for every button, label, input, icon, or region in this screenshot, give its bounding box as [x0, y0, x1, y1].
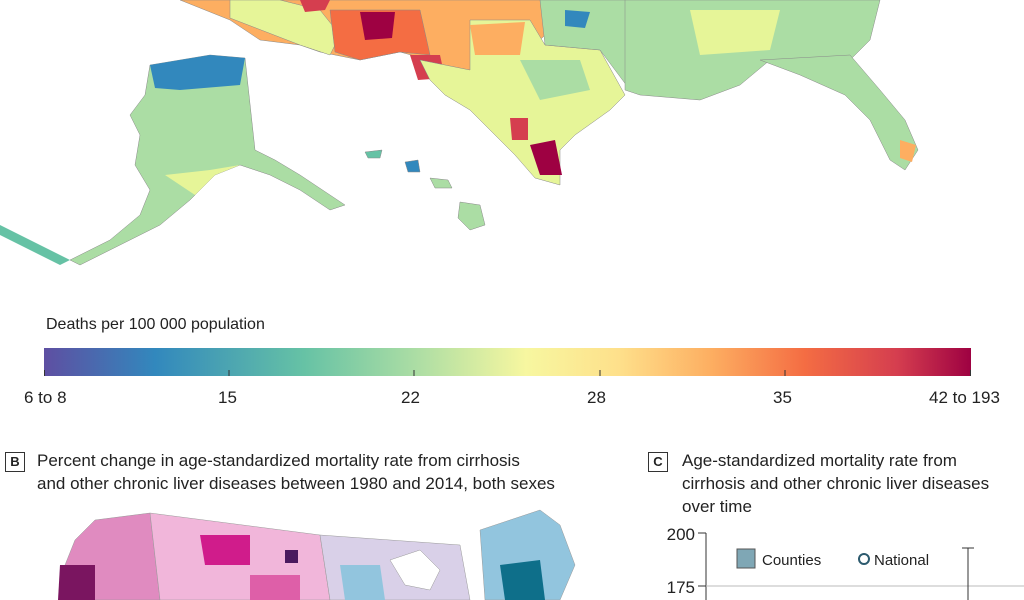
southeast-yellow-patch	[690, 10, 780, 55]
florida-region	[759, 54, 919, 171]
panel-c-letter: C	[648, 452, 668, 472]
panel-c-title-line3: over time	[682, 497, 752, 516]
counties-legend-label: Counties	[762, 552, 821, 569]
mortality-map-panel-a	[0, 0, 919, 266]
national-legend-label: National	[874, 552, 929, 569]
color-scale-bar	[44, 348, 971, 376]
south-central-region	[539, 0, 631, 91]
hawaii-island-1	[364, 149, 383, 159]
panel-b-title: Percent change in age-standardized morta…	[37, 449, 555, 495]
hawaii-island-3	[429, 177, 453, 189]
scale-label-28: 28	[587, 388, 606, 407]
panel-b-title-line2: and other chronic liver diseases between…	[37, 474, 555, 493]
oregon-dark-region	[58, 565, 95, 600]
y-tick-175: 175	[667, 578, 695, 597]
great-lakes-water	[389, 549, 441, 591]
dark-county-patch	[285, 550, 298, 563]
percent-change-map-panel-b	[58, 509, 576, 600]
scale-label-max: 42 to 193	[929, 388, 1000, 407]
tx-green-patch	[520, 60, 590, 100]
panel-c-title: Age-standardized mortality rate from cir…	[682, 449, 989, 518]
southeast-blue-patch	[565, 10, 590, 28]
hotspot-nm	[360, 12, 395, 40]
alaska-south-yellow	[165, 165, 240, 195]
alaska-north-blue	[150, 55, 245, 90]
hawaii-island-big	[457, 201, 486, 231]
panel-b-title-line1: Percent change in age-standardized morta…	[37, 451, 520, 470]
florida-orange-tip	[900, 140, 916, 162]
tx-orange-patch	[470, 22, 525, 55]
scale-label-min: 6 to 8	[24, 388, 67, 407]
panel-c-title-line2: cirrhosis and other chronic liver diseas…	[682, 474, 990, 493]
counties-swatch	[736, 548, 756, 569]
legend-title: Deaths per 100 000 population	[46, 316, 265, 333]
southwest-region	[229, 0, 341, 56]
midwest-blue-patch	[340, 565, 385, 600]
scale-label-35: 35	[773, 388, 792, 407]
hotspot-central-tx	[510, 118, 528, 140]
y-tick-200: 200	[667, 525, 695, 544]
hotspot-az	[300, 0, 330, 12]
panel-c-title-line1: Age-standardized mortality rate from	[682, 451, 957, 470]
panel-b-letter: B	[5, 452, 25, 472]
aleutian-chain	[0, 225, 70, 265]
plains-magenta-patch	[200, 535, 250, 565]
national-marker	[858, 553, 870, 565]
hotspot-south-tx	[530, 140, 562, 175]
northeast-dark-patch	[500, 560, 545, 600]
mortality-over-time-chart: 200 175 Counties National	[667, 525, 1024, 600]
scale-label-15: 15	[218, 388, 237, 407]
hawaii-island-2	[404, 159, 421, 173]
scale-label-22: 22	[401, 388, 420, 407]
plains-magenta-patch-2	[250, 575, 300, 600]
